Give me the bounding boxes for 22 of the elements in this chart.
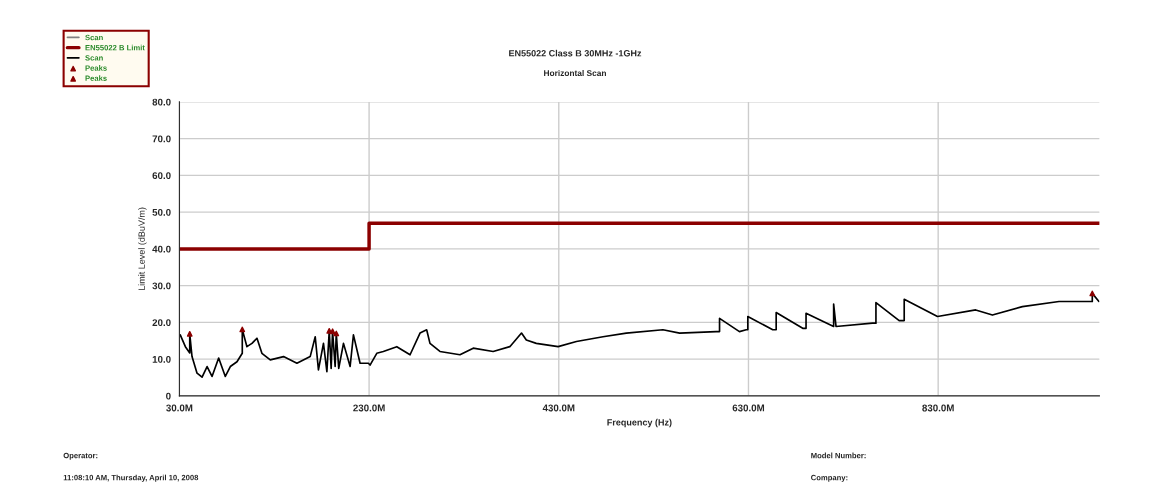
y-tick-label: 0 (166, 392, 171, 400)
y-axis-title: Limit Level (dBuV/m) (138, 207, 147, 291)
y-tick-label: 30.0 (152, 282, 171, 290)
y-tick-label: 70.0 (152, 135, 171, 143)
point (239, 326, 246, 333)
chart-title: EN55022 Class B 30MHz -1GHz (509, 49, 642, 57)
point (186, 330, 193, 337)
x-tick-label: 30.0M (166, 404, 193, 412)
y-tick-label: 20.0 (152, 319, 171, 327)
point (333, 330, 340, 337)
y-tick-label: 10.0 (152, 355, 171, 363)
x-tick-label: 430.0M (542, 404, 575, 412)
x-tick-label: 630.0M (732, 404, 765, 412)
x-tick-label: 230.0M (353, 404, 385, 412)
y-tick-label: 40.0 (152, 245, 171, 253)
x-axis-title: Frequency (Hz) (607, 418, 672, 428)
y-tick-label: 60.0 (152, 172, 171, 180)
x-tick-label: 830.0M (922, 404, 954, 412)
point (1089, 290, 1096, 297)
chart-subtitle: Horizontal Scan (544, 69, 606, 77)
y-tick-label: 80.0 (152, 98, 171, 106)
y-tick-label: 50.0 (152, 208, 171, 216)
